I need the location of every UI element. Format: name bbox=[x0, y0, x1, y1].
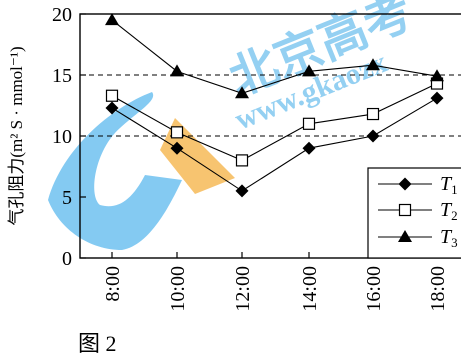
data-point-T3 bbox=[235, 86, 249, 99]
watermark-logo: 北京高考 www.gkaozx bbox=[48, 0, 420, 250]
y-tick-label: 0 bbox=[62, 248, 72, 270]
legend-marker bbox=[398, 230, 412, 242]
legend-box bbox=[367, 167, 461, 259]
x-tick-label: 14:00 bbox=[299, 266, 321, 312]
x-tick-label: 16:00 bbox=[363, 266, 385, 312]
y-axis: 0 5 10 15 20 bbox=[52, 4, 86, 270]
x-tick-label: 18:00 bbox=[427, 266, 449, 312]
data-point-T2 bbox=[170, 126, 184, 139]
legend-marker bbox=[398, 177, 412, 191]
x-tick-label: 12:00 bbox=[232, 266, 254, 312]
data-point-T2 bbox=[302, 117, 316, 130]
data-point-T3 bbox=[302, 64, 316, 77]
data-point-T3 bbox=[430, 69, 444, 82]
data-point-T1 bbox=[430, 91, 444, 105]
data-point-T3 bbox=[105, 13, 119, 26]
x-tick-label: 10:00 bbox=[167, 266, 189, 312]
reference-lines bbox=[80, 74, 461, 137]
x-tick-label: 8:00 bbox=[102, 266, 124, 302]
y-axis-label: 气孔阻力(m² S · mmol⁻¹) bbox=[7, 46, 26, 225]
data-point-T1 bbox=[302, 141, 316, 155]
series-lines bbox=[111, 19, 438, 192]
watermark-blue-shape bbox=[48, 92, 182, 250]
figure-caption: 图 2 bbox=[78, 331, 117, 356]
data-point-T1 bbox=[170, 141, 184, 155]
legend-marker bbox=[398, 203, 412, 217]
series-line-T3 bbox=[111, 19, 438, 94]
data-point-T2 bbox=[235, 154, 249, 167]
series-line-T1 bbox=[111, 97, 438, 192]
data-point-T1 bbox=[366, 129, 380, 143]
x-axis: 8:00 10:00 12:00 14:00 16:00 18:00 bbox=[102, 252, 449, 312]
y-tick-label: 15 bbox=[52, 65, 72, 87]
y-tick-label: 20 bbox=[52, 4, 72, 26]
y-tick-label: 5 bbox=[62, 187, 72, 209]
data-point-T3 bbox=[170, 64, 184, 77]
data-point-T1 bbox=[105, 101, 119, 115]
series-markers bbox=[105, 13, 444, 198]
data-point-T3 bbox=[366, 58, 380, 71]
y-tick-label: 10 bbox=[52, 126, 72, 148]
series-line-T2 bbox=[111, 83, 438, 162]
data-point-T2 bbox=[105, 89, 119, 102]
data-point-T2 bbox=[366, 107, 380, 121]
data-point-T1 bbox=[235, 184, 249, 198]
